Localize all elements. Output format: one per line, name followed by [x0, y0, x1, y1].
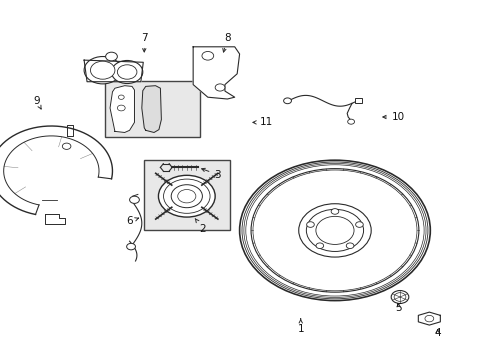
- Bar: [105, 81, 200, 137]
- Polygon shape: [193, 47, 239, 99]
- Polygon shape: [84, 60, 143, 82]
- Text: 10: 10: [382, 112, 404, 122]
- Circle shape: [117, 65, 137, 79]
- Text: 3: 3: [201, 168, 221, 180]
- Text: 7: 7: [141, 33, 147, 52]
- Circle shape: [90, 61, 115, 79]
- Circle shape: [117, 105, 125, 111]
- Circle shape: [330, 209, 338, 214]
- Circle shape: [84, 57, 121, 84]
- Circle shape: [62, 143, 71, 149]
- Polygon shape: [110, 86, 134, 132]
- Circle shape: [390, 291, 408, 303]
- Text: 2: 2: [195, 219, 206, 234]
- Circle shape: [118, 95, 124, 99]
- Circle shape: [111, 60, 142, 84]
- Text: 9: 9: [33, 96, 41, 109]
- Circle shape: [129, 196, 139, 203]
- Circle shape: [315, 243, 323, 248]
- Circle shape: [346, 243, 353, 248]
- Circle shape: [355, 222, 363, 228]
- Text: 5: 5: [394, 303, 401, 313]
- Circle shape: [105, 52, 117, 61]
- Text: 1: 1: [297, 319, 304, 334]
- Text: 11: 11: [252, 117, 273, 127]
- Polygon shape: [417, 312, 440, 325]
- Circle shape: [239, 160, 429, 301]
- Circle shape: [306, 222, 314, 228]
- Bar: [354, 98, 361, 103]
- Circle shape: [215, 84, 224, 91]
- Text: 8: 8: [223, 33, 230, 52]
- Circle shape: [126, 243, 135, 250]
- Bar: [144, 160, 229, 230]
- Circle shape: [347, 119, 354, 124]
- Polygon shape: [142, 86, 161, 132]
- Text: 4: 4: [433, 328, 440, 338]
- Text: 6: 6: [126, 216, 138, 226]
- Circle shape: [298, 204, 370, 257]
- Circle shape: [158, 175, 215, 217]
- Circle shape: [202, 51, 213, 60]
- Circle shape: [283, 98, 291, 104]
